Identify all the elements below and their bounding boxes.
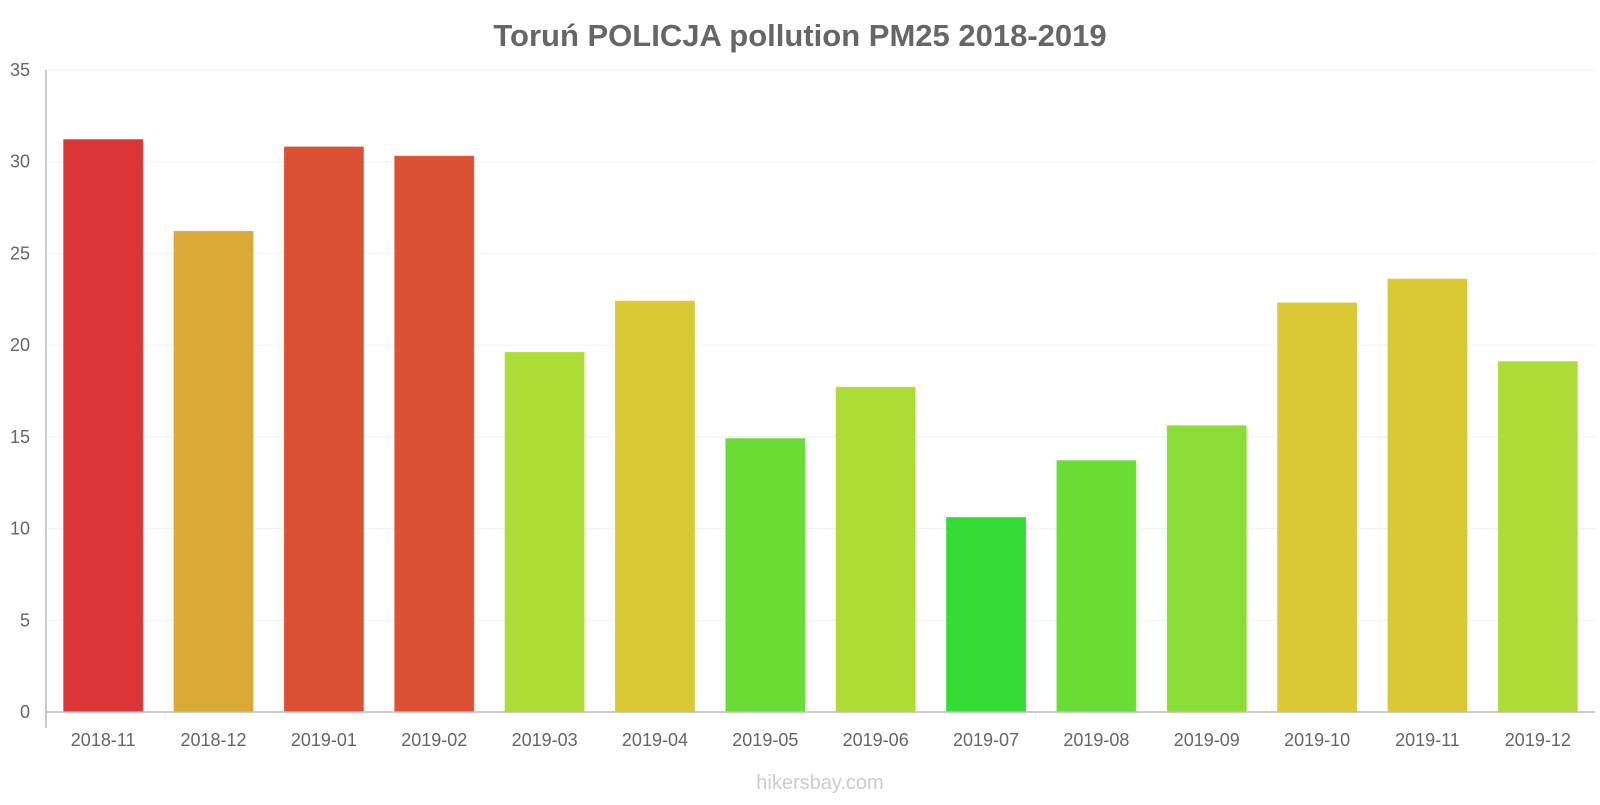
bar-2019-02[interactable] bbox=[394, 155, 475, 713]
watermark-text: hikersbay.com bbox=[756, 772, 883, 794]
bar-2019-09[interactable] bbox=[1166, 425, 1247, 713]
bar-2019-11[interactable] bbox=[1387, 278, 1468, 713]
x-tick-label: 2019-07 bbox=[953, 730, 1019, 750]
bar-2019-08[interactable] bbox=[1056, 460, 1137, 713]
y-tick-label: 30 bbox=[10, 152, 30, 172]
bar-2019-04[interactable] bbox=[615, 300, 695, 713]
y-tick-label: 25 bbox=[10, 243, 30, 263]
y-tick-label: 10 bbox=[10, 519, 30, 539]
bar-2018-11[interactable] bbox=[63, 139, 144, 713]
bar-2019-07[interactable] bbox=[946, 517, 1026, 713]
x-tick-label: 2018-11 bbox=[71, 730, 136, 750]
x-tick-label: 2019-05 bbox=[732, 730, 798, 750]
x-tick-label: 2019-11 bbox=[1395, 730, 1460, 750]
x-tick-label: 2019-09 bbox=[1174, 730, 1240, 750]
y-tick-label: 15 bbox=[10, 427, 30, 447]
x-tick-label: 2018-12 bbox=[181, 730, 247, 750]
x-axis-ticks: 2018-11 2018-12 2019-01 2019-02 2019-03 2019-… bbox=[71, 730, 1571, 750]
y-tick-label: 0 bbox=[20, 702, 30, 722]
x-tick-label: 2019-06 bbox=[843, 730, 909, 750]
x-tick-label: 2019-03 bbox=[512, 730, 578, 750]
bars bbox=[63, 139, 1578, 713]
y-tick-label: 35 bbox=[10, 60, 30, 80]
gridlines bbox=[46, 69, 1595, 621]
y-axis-ticks: 0 5 10 15 20 25 30 35 bbox=[10, 60, 30, 722]
x-tick-label: 2019-02 bbox=[401, 730, 467, 750]
bar-2019-05[interactable] bbox=[725, 438, 806, 713]
bar-2019-12[interactable] bbox=[1497, 361, 1578, 713]
x-tick-label: 2019-04 bbox=[622, 730, 688, 750]
x-tick-label: 2019-10 bbox=[1284, 730, 1350, 750]
x-tick-label: 2019-01 bbox=[291, 730, 357, 750]
bar-2019-10[interactable] bbox=[1277, 302, 1358, 713]
y-tick-label: 20 bbox=[10, 335, 30, 355]
bar-2019-03[interactable] bbox=[504, 351, 585, 713]
bar-2019-01[interactable] bbox=[283, 146, 364, 713]
x-tick-label: 2019-12 bbox=[1505, 730, 1571, 750]
y-tick-label: 5 bbox=[20, 610, 30, 630]
bar-2018-12[interactable] bbox=[173, 230, 254, 713]
bar-2019-06[interactable] bbox=[835, 386, 916, 713]
x-tick-label: 2019-08 bbox=[1063, 730, 1129, 750]
chart-title: Toruń POLICJA pollution PM25 2018-2019 bbox=[493, 18, 1106, 53]
